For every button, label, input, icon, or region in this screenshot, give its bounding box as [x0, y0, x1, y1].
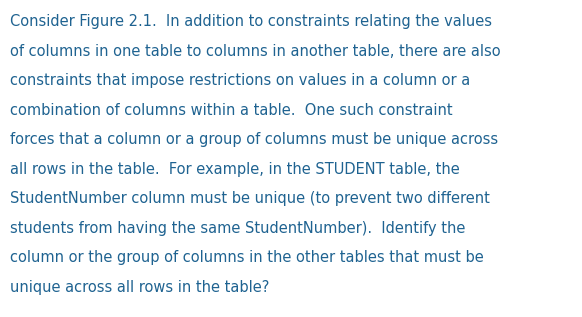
Text: combination of columns within a table.  One such constraint: combination of columns within a table. O… [10, 103, 453, 118]
Text: students from having the same StudentNumber).  Identify the: students from having the same StudentNum… [10, 221, 466, 236]
Text: Consider Figure 2.1.  In addition to constraints relating the values: Consider Figure 2.1. In addition to cons… [10, 14, 492, 29]
Text: constraints that impose restrictions on values in a column or a: constraints that impose restrictions on … [10, 73, 471, 88]
Text: of columns in one table to columns in another table, there are also: of columns in one table to columns in an… [10, 44, 501, 59]
Text: column or the group of columns in the other tables that must be: column or the group of columns in the ot… [10, 250, 484, 265]
Text: all rows in the table.  For example, in the STUDENT table, the: all rows in the table. For example, in t… [10, 162, 460, 177]
Text: unique across all rows in the table?: unique across all rows in the table? [10, 280, 270, 294]
Text: forces that a column or a group of columns must be unique across: forces that a column or a group of colum… [10, 132, 499, 147]
Text: StudentNumber column must be unique (to prevent two different: StudentNumber column must be unique (to … [10, 191, 491, 206]
